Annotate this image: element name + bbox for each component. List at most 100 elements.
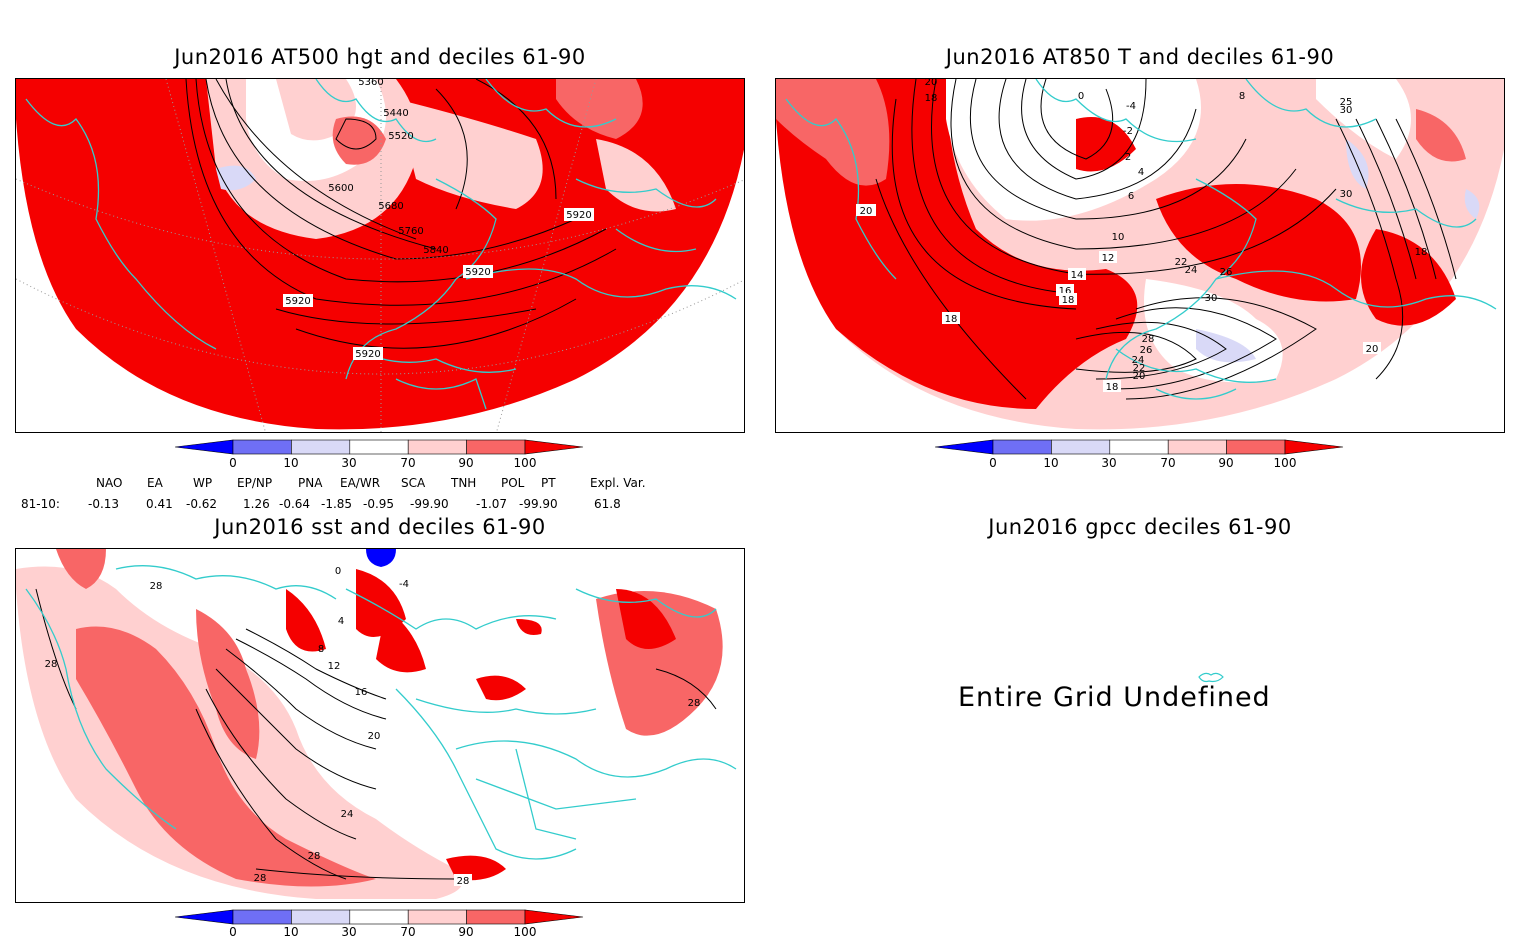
contour-label: 5360 (358, 79, 383, 88)
contour-label: 20 (1133, 371, 1146, 382)
sst-contours (35, 588, 717, 880)
contour-label: 28 (308, 851, 321, 862)
contour-label: 25 (1340, 97, 1353, 108)
contour-labels: 5360 5440 5520 5600 5680 5760 5840 5920 … (283, 79, 594, 360)
contour-label: 18 (1062, 295, 1075, 306)
contour-label: 28 (150, 581, 163, 592)
colorbar-end-triangle (174, 909, 234, 925)
contour-label: 5920 (465, 267, 490, 278)
contour-label: 6 (1128, 191, 1134, 202)
colorbar-segment (466, 439, 526, 455)
coastlines (25, 565, 737, 860)
colorbar-tick-label: 0 (989, 456, 997, 470)
colorbar-tick-label: 30 (341, 925, 357, 939)
contour-label: 28 (688, 698, 701, 709)
t850-panel-title: Jun2016 AT850 T and deciles 61-90 (945, 45, 1335, 69)
sst-colorbar: 0 10 30 70 90 100 (174, 909, 585, 940)
contour-label: 18 (925, 93, 938, 104)
contour-label: 5440 (383, 108, 408, 119)
contour-label: -4 (399, 579, 409, 590)
contour-label: 30 (1205, 293, 1218, 304)
contour-label: 20 (860, 206, 873, 217)
index-value: -1.85 (321, 497, 353, 511)
index-value: 61.8 (594, 497, 621, 511)
index-name: EA (147, 476, 163, 490)
sst-map: 28 4 8 12 16 20 24 28 28 28 28 28 0 -4 (15, 548, 745, 903)
index-value: -99.90 (519, 497, 558, 511)
height-contours (185, 79, 617, 349)
contour-label: 5920 (355, 349, 380, 360)
contour-label: 8 (1239, 91, 1245, 102)
index-name: PT (541, 476, 556, 490)
contour-label: 4 (338, 616, 344, 627)
index-name: EA/WR (340, 476, 381, 490)
colorbar-end-triangle (174, 439, 234, 455)
contour-label: 18 (1415, 247, 1428, 258)
colorbar-end-triangle (524, 909, 584, 925)
colorbar-end-triangle (524, 439, 584, 455)
colorbar-tick-label: 0 (229, 456, 237, 470)
index-value: -0.13 (88, 497, 120, 511)
temperature-contours (875, 79, 1457, 400)
contour-label: -4 (1126, 101, 1136, 112)
colorbar-segment (466, 909, 526, 925)
t850-map: 20 18 0 -4 -2 2 4 6 8 25 30 30 20 10 12 … (775, 78, 1505, 433)
index-value: -0.62 (186, 497, 218, 511)
index-value: 0.41 (146, 497, 173, 511)
contour-label: 28 (1142, 334, 1155, 345)
contour-label: 12 (328, 661, 341, 672)
index-value: -0.64 (279, 497, 311, 511)
gpcc-panel-title: Jun2016 gpcc deciles 61-90 (988, 515, 1292, 539)
colorbar-tick-label: 0 (229, 925, 237, 939)
colorbar-tick-label: 30 (341, 456, 357, 470)
contour-label: 20 (1366, 344, 1379, 355)
index-value: -99.90 (410, 497, 449, 511)
contour-label: 24 (341, 809, 354, 820)
contour-label: 5600 (328, 183, 353, 194)
colorbar-tick-label: 90 (1218, 456, 1234, 470)
contour-label: 14 (1071, 270, 1084, 281)
index-name: SCA (401, 476, 426, 490)
index-name: POL (501, 476, 525, 490)
colorbar-tick-label: 70 (1160, 456, 1176, 470)
index-name: EP/NP (237, 476, 273, 490)
contour-label: 0 (335, 566, 341, 577)
contour-label: 16 (355, 687, 368, 698)
contour-label: 5920 (285, 296, 310, 307)
contour-label: 18 (1106, 382, 1119, 393)
contour-label: 26 (1140, 345, 1153, 356)
colorbar-segment (349, 909, 409, 925)
index-period: 81-10: (21, 497, 60, 511)
colorbar-end-triangle (1284, 439, 1344, 455)
contour-label: -2 (1123, 126, 1133, 137)
graticule (16, 79, 744, 432)
index-name: PNA (298, 476, 323, 490)
colorbar-tick-label: 70 (400, 456, 416, 470)
sst-panel-title: Jun2016 sst and deciles 61-90 (214, 515, 546, 539)
contour-label: 24 (1185, 265, 1198, 276)
t850-colorbar: 0 10 30 70 90 100 (934, 439, 1345, 473)
z500-colorbar: 0 10 30 70 90 100 (174, 439, 585, 473)
coastline-fragment (1198, 672, 1224, 683)
index-value: 1.26 (243, 497, 270, 511)
colorbar-segment (1167, 439, 1227, 455)
index-name: TNH (451, 476, 477, 490)
contour-label: 12 (1102, 253, 1115, 264)
contour-labels: 20 18 0 -4 -2 2 4 6 8 25 30 30 20 10 12 … (856, 79, 1427, 393)
contour-label: 28 (45, 659, 58, 670)
contour-label: 5920 (566, 210, 591, 221)
contour-label: 5520 (388, 131, 413, 142)
colorbar-segment (1051, 439, 1111, 455)
contour-label: 22 (1133, 363, 1146, 374)
colorbar-tick-label: 70 (400, 925, 416, 939)
colorbar-tick-label: 90 (458, 456, 474, 470)
contour-label: 8 (318, 644, 324, 655)
contour-label: 30 (1340, 105, 1353, 116)
colorbar-segment (992, 439, 1052, 455)
index-name: WP (193, 476, 213, 490)
colorbar-tick-label: 100 (513, 456, 537, 470)
contour-label: 4 (1138, 167, 1144, 178)
contour-label: 20 (925, 79, 938, 88)
z500-map: 5360 5440 5520 5600 5680 5760 5840 5920 … (15, 78, 745, 433)
colorbar-tick-label: 90 (458, 925, 474, 939)
